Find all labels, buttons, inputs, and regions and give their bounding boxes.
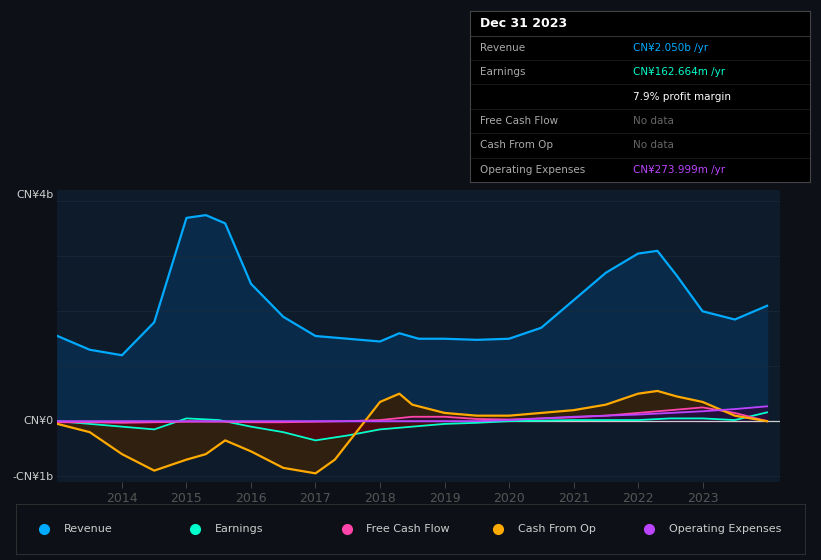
- Text: Cash From Op: Cash From Op: [479, 141, 553, 151]
- Text: No data: No data: [633, 116, 674, 126]
- Text: Operating Expenses: Operating Expenses: [479, 165, 585, 175]
- Text: Free Cash Flow: Free Cash Flow: [366, 524, 450, 534]
- Text: Dec 31 2023: Dec 31 2023: [479, 17, 567, 30]
- Text: CN¥0: CN¥0: [24, 416, 54, 426]
- Text: 7.9% profit margin: 7.9% profit margin: [633, 92, 732, 101]
- Text: CN¥162.664m /yr: CN¥162.664m /yr: [633, 67, 725, 77]
- Text: No data: No data: [633, 141, 674, 151]
- Text: CN¥2.050b /yr: CN¥2.050b /yr: [633, 43, 709, 53]
- Text: -CN¥1b: -CN¥1b: [13, 472, 54, 482]
- Text: Revenue: Revenue: [64, 524, 112, 534]
- Text: CN¥4b: CN¥4b: [16, 190, 54, 200]
- Text: Operating Expenses: Operating Expenses: [669, 524, 782, 534]
- Text: Earnings: Earnings: [215, 524, 264, 534]
- Text: Free Cash Flow: Free Cash Flow: [479, 116, 558, 126]
- Text: CN¥273.999m /yr: CN¥273.999m /yr: [633, 165, 725, 175]
- Text: Cash From Op: Cash From Op: [518, 524, 595, 534]
- Text: Revenue: Revenue: [479, 43, 525, 53]
- Text: Earnings: Earnings: [479, 67, 525, 77]
